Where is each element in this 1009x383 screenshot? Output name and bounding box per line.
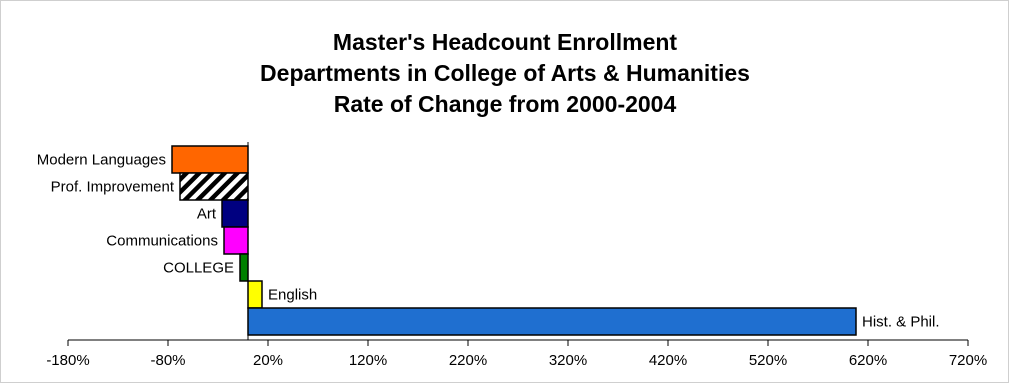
x-axis: -180% -80% 20% 120% 220% 320% 420% 520% 620% 720% — [46, 142, 987, 369]
bar-prof-improvement — [179, 172, 249, 201]
x-tick-label: 720% — [949, 352, 987, 369]
bars-group — [171, 145, 857, 336]
bar-english — [247, 280, 263, 309]
bar-college — [239, 253, 249, 282]
bar-communications — [223, 226, 249, 255]
category-label-art: Art — [197, 206, 217, 223]
x-tick-label: 520% — [749, 352, 787, 369]
x-tick-label: 620% — [849, 352, 887, 369]
x-tick-label: -180% — [46, 352, 89, 369]
category-label-modern-languages: Modern Languages — [37, 152, 166, 169]
bar-modern-languages — [171, 145, 249, 174]
category-labels: Modern Languages Prof. Improvement Art Comm… — [37, 152, 940, 331]
category-label-hist-phil: Hist. & Phil. — [862, 314, 940, 331]
chart-title-line-3: Rate of Change from 2000-2004 — [334, 91, 677, 117]
x-tick-label: 420% — [649, 352, 687, 369]
category-label-college: COLLEGE — [163, 260, 234, 277]
bar-art — [221, 199, 249, 228]
chart-title-line-2: Departments in College of Arts & Humanit… — [260, 60, 750, 86]
category-label-english: English — [268, 287, 317, 304]
x-tick-label: 320% — [549, 352, 587, 369]
x-tick-label: -80% — [150, 352, 185, 369]
chart-title: Master's Headcount Enrollment Departments… — [260, 29, 750, 117]
category-label-prof-improvement: Prof. Improvement — [51, 179, 175, 196]
x-tick-label: 120% — [349, 352, 387, 369]
bar-hist-phil — [247, 307, 857, 336]
x-tick-label: 220% — [449, 352, 487, 369]
category-label-communications: Communications — [106, 233, 218, 250]
chart-title-line-1: Master's Headcount Enrollment — [333, 29, 677, 55]
x-tick-label: 20% — [253, 352, 283, 369]
